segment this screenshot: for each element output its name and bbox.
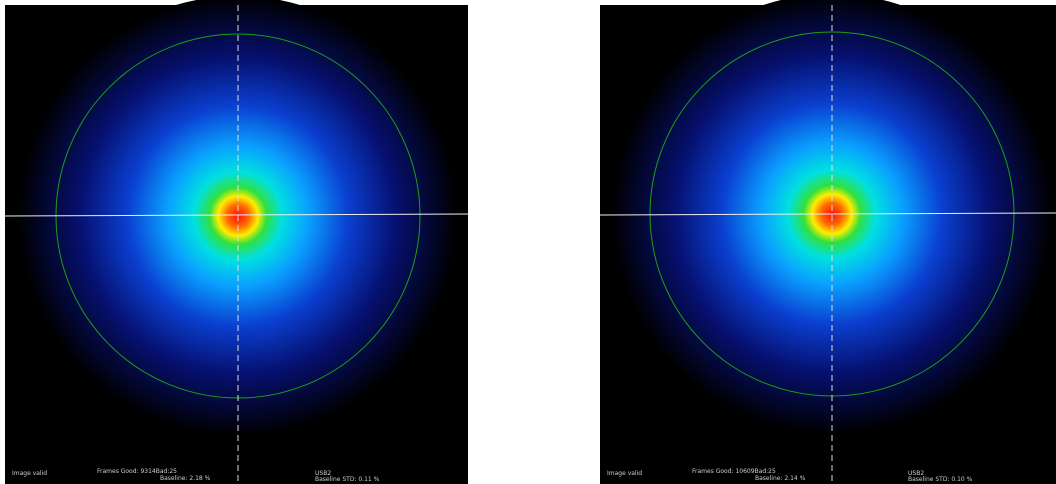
status-text: Image valid xyxy=(12,470,47,477)
frames-text: Frames Good: 10609Bad:25 xyxy=(692,468,776,475)
baseline-text: Baseline: 2.18 % xyxy=(160,475,211,482)
beam-panel: Image valid Frames Good: 9314Bad:25 Base… xyxy=(4,0,469,484)
port-text: USB2 xyxy=(908,470,924,477)
beam-panel: Image valid Frames Good: 10609Bad:25 Bas… xyxy=(599,0,1056,484)
crosshair-horizontal xyxy=(4,213,469,217)
port-text: USB2 xyxy=(315,470,331,477)
baseline-std-text: Baseline STD: 0.10 % xyxy=(908,476,973,483)
baseline-text: Baseline: 2.14 % xyxy=(755,475,806,482)
crosshair-horizontal xyxy=(599,212,1056,216)
baseline-std-text: Baseline STD: 0.11 % xyxy=(315,476,380,483)
status-text: Image valid xyxy=(607,470,642,477)
frames-text: Frames Good: 9314Bad:25 xyxy=(97,468,177,475)
